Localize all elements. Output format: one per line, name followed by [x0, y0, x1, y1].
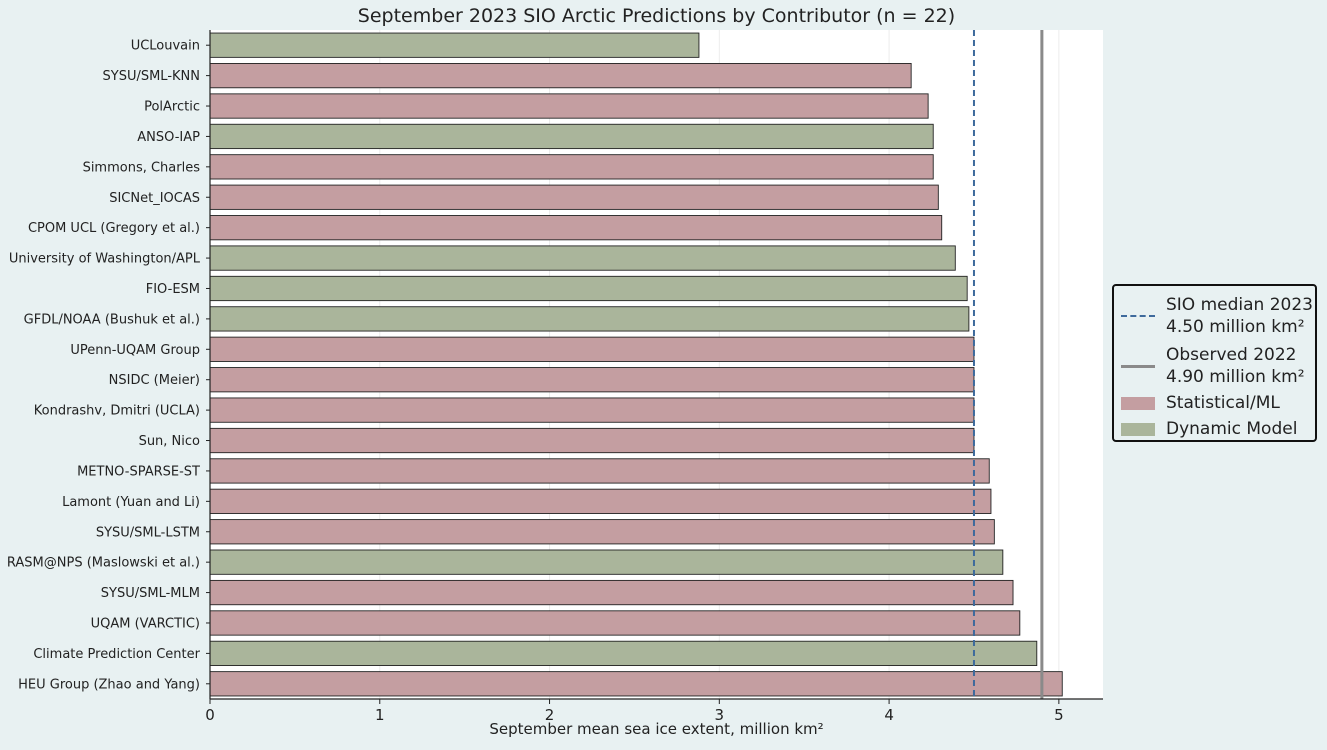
x-axis-label: September mean sea ice extent, million k…: [489, 720, 824, 738]
bar: [209, 458, 990, 484]
legend-dynamic-label: Dynamic Model: [1166, 419, 1298, 439]
statistical-swatch: [1121, 396, 1155, 410]
bar: [209, 519, 995, 545]
x-tick-label: 0: [205, 706, 215, 724]
bar: [209, 275, 968, 302]
legend-median-line2: 4.50 million km²: [1166, 317, 1305, 337]
bar: [209, 154, 934, 180]
y-tick-label: HEU Group (Zhao and Yang): [18, 677, 200, 692]
bar: [209, 579, 1014, 606]
legend-item-statistical: Statistical/ML: [1120, 392, 1280, 414]
chart-title: September 2023 SIO Arctic Predictions by…: [357, 5, 956, 27]
bar: [209, 32, 700, 58]
bar: [209, 640, 1038, 666]
y-tick-label: UCLouvain: [131, 39, 200, 54]
bar: [209, 671, 1063, 697]
bar: [209, 397, 975, 423]
bar: [209, 63, 912, 89]
y-tick-label: SYSU/SML-LSTM: [96, 525, 200, 540]
bar: [209, 245, 956, 271]
x-tick-label: 3: [715, 706, 725, 724]
y-tick-label: Climate Prediction Center: [33, 647, 200, 662]
y-tick-label: FIO-ESM: [146, 282, 200, 297]
dashed-line-icon: [1121, 315, 1155, 317]
y-tick-label: GFDL/NOAA (Bushuk et al.): [24, 312, 200, 327]
y-tick-label: NSIDC (Meier): [109, 373, 200, 388]
legend-statistical-label: Statistical/ML: [1166, 393, 1280, 413]
x-tick-label: 4: [884, 706, 894, 724]
bar: [209, 610, 1021, 636]
bar: [209, 336, 975, 362]
x-tick-label: 2: [545, 706, 555, 724]
solid-line-icon: [1121, 364, 1155, 368]
legend-observed-line1: Observed 2022: [1166, 345, 1297, 365]
bar: [209, 367, 975, 393]
bar: [209, 427, 975, 454]
bar: [209, 306, 970, 332]
bar: [209, 549, 1004, 575]
bar: [209, 488, 992, 514]
y-tick-label: RASM@NPS (Maslowski et al.): [7, 556, 200, 571]
y-tick-label: Simmons, Charles: [83, 160, 201, 175]
y-tick-label: SICNet_IOCAS: [109, 191, 200, 206]
legend-item-observed: Observed 2022 4.90 million km²: [1120, 344, 1305, 388]
y-tick-label: Lamont (Yuan and Li): [62, 495, 200, 510]
x-tick-label: 1: [375, 706, 385, 724]
chart-legend: SIO median 2023 4.50 million km² Observe…: [1112, 284, 1317, 442]
y-tick-label: Sun, Nico: [139, 434, 200, 449]
y-tick-label: UQAM (VARCTIC): [91, 616, 200, 631]
legend-item-dynamic: Dynamic Model: [1120, 418, 1297, 440]
y-tick-label: Kondrashv, Dmitri (UCLA): [34, 404, 200, 419]
bar: [209, 93, 929, 119]
y-tick-label: PolArctic: [144, 100, 200, 115]
bar: [209, 215, 943, 241]
legend-item-median: SIO median 2023 4.50 million km²: [1120, 294, 1313, 338]
y-tick-label: CPOM UCL (Gregory et al.): [28, 221, 200, 236]
y-tick-label: METNO-SPARSE-ST: [77, 464, 200, 479]
x-tick-label: 5: [1054, 706, 1064, 724]
y-tick-label: SYSU/SML-KNN: [103, 69, 201, 84]
legend-median-line1: SIO median 2023: [1166, 295, 1313, 315]
y-tick-label: SYSU/SML-MLM: [101, 586, 200, 601]
legend-observed-line2: 4.90 million km²: [1166, 367, 1305, 387]
y-tick-label: UPenn-UQAM Group: [70, 343, 200, 358]
y-tick-label: University of Washington/APL: [9, 252, 201, 267]
bar: [209, 123, 934, 150]
y-tick-label: ANSO-IAP: [137, 130, 200, 145]
dynamic-swatch: [1121, 422, 1155, 436]
bar: [209, 184, 939, 210]
